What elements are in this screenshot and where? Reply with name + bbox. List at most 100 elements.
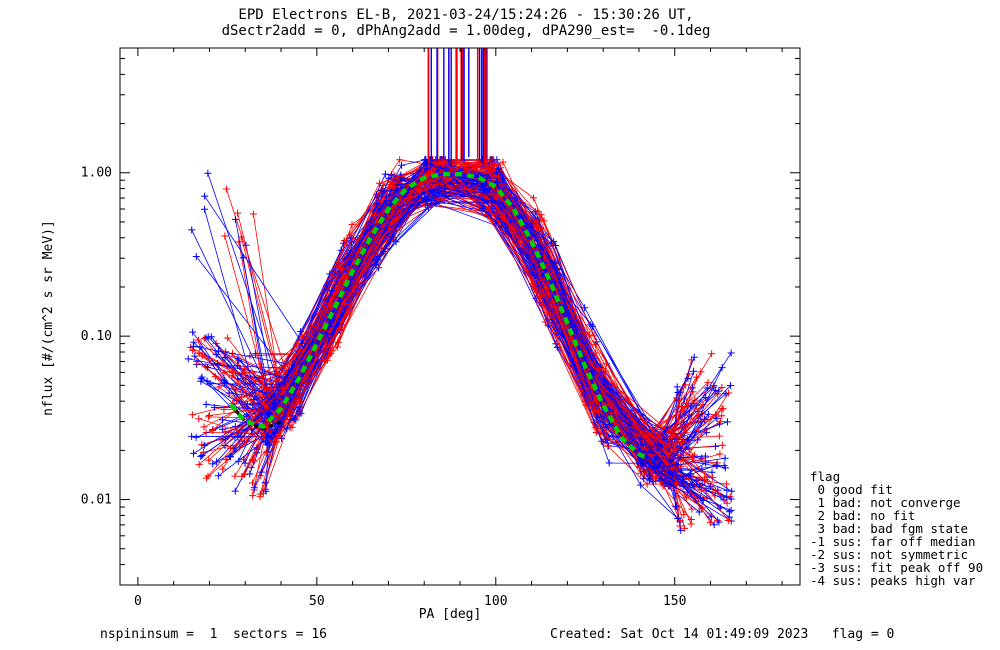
data-point-marker xyxy=(423,197,431,205)
data-point-marker xyxy=(383,223,391,231)
data-point-marker xyxy=(714,390,722,398)
data-point-marker xyxy=(668,471,676,479)
data-point-marker xyxy=(328,287,336,295)
data-point-marker xyxy=(205,456,213,464)
data-point-marker xyxy=(718,384,726,392)
data-point-marker xyxy=(715,432,723,440)
data-point-marker xyxy=(188,226,196,234)
trace-line xyxy=(265,171,717,485)
data-point-marker xyxy=(704,410,712,418)
data-point-marker xyxy=(375,179,383,187)
data-point-marker xyxy=(711,386,719,394)
data-point-marker xyxy=(702,459,710,467)
x-tick-label: 100 xyxy=(484,594,507,609)
data-point-marker xyxy=(207,333,215,341)
data-point-marker xyxy=(262,487,270,495)
data-point-marker xyxy=(645,444,653,452)
data-point-marker xyxy=(221,428,229,436)
data-point-marker xyxy=(695,508,703,516)
data-point-marker xyxy=(248,456,256,464)
data-point-marker xyxy=(726,381,734,389)
data-point-marker xyxy=(490,162,498,170)
data-point-marker xyxy=(283,360,291,368)
data-point-marker xyxy=(606,421,614,429)
data-point-marker xyxy=(719,405,727,413)
data-point-marker xyxy=(689,388,697,396)
data-point-marker xyxy=(441,184,449,192)
data-point-marker xyxy=(699,401,707,409)
data-point-marker xyxy=(591,406,599,414)
data-point-marker xyxy=(681,524,689,532)
data-point-marker xyxy=(220,405,228,413)
data-point-marker xyxy=(188,432,196,440)
data-point-marker xyxy=(250,484,258,492)
data-point-marker xyxy=(191,352,199,360)
data-point-marker xyxy=(537,238,545,246)
data-point-marker xyxy=(661,480,669,488)
data-point-marker xyxy=(708,468,716,476)
data-point-marker xyxy=(723,418,731,426)
data-point-marker xyxy=(234,457,242,465)
data-point-marker xyxy=(698,503,706,511)
x-axis-label: PA [deg] xyxy=(419,607,482,622)
data-point-marker xyxy=(437,158,445,166)
data-point-marker xyxy=(385,174,393,182)
data-point-marker xyxy=(487,165,495,173)
data-point-marker xyxy=(270,438,278,446)
fit-curve xyxy=(229,171,648,460)
data-point-marker xyxy=(713,414,721,422)
data-point-marker xyxy=(645,476,653,484)
data-point-marker xyxy=(234,209,242,217)
data-point-marker xyxy=(335,263,343,271)
data-point-marker xyxy=(219,465,227,473)
data-point-marker xyxy=(649,478,657,486)
data-point-marker xyxy=(590,332,598,340)
x-tick-label: 150 xyxy=(663,594,686,609)
data-point-marker xyxy=(398,174,406,182)
data-point-marker xyxy=(213,458,221,466)
data-point-marker xyxy=(221,378,229,386)
data-point-marker xyxy=(206,380,214,388)
data-point-marker xyxy=(708,350,716,358)
data-point-marker xyxy=(716,450,724,458)
trace-line xyxy=(224,159,718,464)
data-point-marker xyxy=(260,401,268,409)
data-point-marker xyxy=(202,400,210,408)
data-point-marker xyxy=(231,423,239,431)
data-point-marker xyxy=(723,499,731,507)
data-point-marker xyxy=(398,161,406,169)
data-point-marker xyxy=(226,444,234,452)
data-point-marker xyxy=(712,411,720,419)
data-point-marker xyxy=(441,176,449,184)
data-point-marker xyxy=(493,179,501,187)
data-point-marker xyxy=(725,508,733,516)
data-point-marker xyxy=(279,384,287,392)
data-point-marker xyxy=(720,462,728,470)
trace-line xyxy=(220,168,702,491)
data-point-marker xyxy=(200,423,208,431)
data-point-marker xyxy=(674,514,682,522)
data-point-marker xyxy=(293,340,301,348)
data-point-marker xyxy=(552,241,560,249)
data-point-marker xyxy=(432,200,440,208)
data-point-marker xyxy=(231,215,239,223)
trace-line xyxy=(244,162,730,513)
trace-line xyxy=(207,176,715,525)
data-point-marker xyxy=(192,253,200,261)
data-point-marker xyxy=(672,479,680,487)
trace-line xyxy=(205,181,702,510)
data-point-marker xyxy=(682,381,690,389)
data-point-marker xyxy=(710,521,718,529)
data-point-marker xyxy=(637,481,645,489)
data-point-marker xyxy=(283,425,291,433)
data-point-marker xyxy=(693,401,701,409)
data-point-marker xyxy=(498,213,506,221)
data-point-marker xyxy=(545,290,553,298)
data-point-marker xyxy=(193,358,201,366)
data-point-marker xyxy=(596,430,604,438)
chart-title-line-2: dSectr2add = 0, dPhAng2add = 1.00deg, dP… xyxy=(221,23,711,39)
data-point-marker xyxy=(382,197,390,205)
y-tick-label: 0.10 xyxy=(81,329,112,344)
data-point-marker xyxy=(528,220,536,228)
